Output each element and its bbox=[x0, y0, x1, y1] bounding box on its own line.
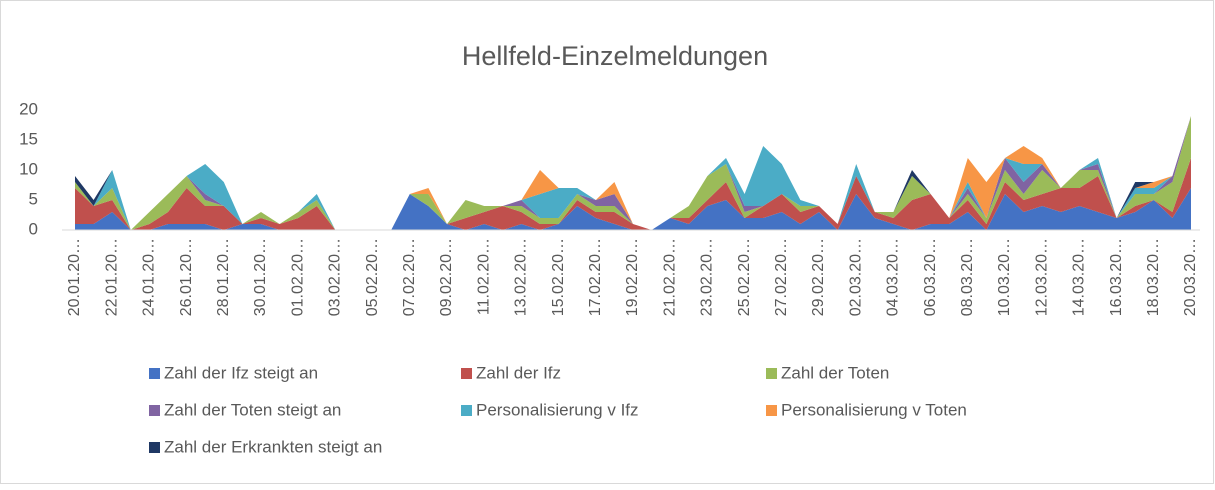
chart-title: Hellfeld-Einzelmeldungen bbox=[462, 41, 768, 71]
x-tick-label: 21.02.20… bbox=[661, 238, 678, 316]
x-tick-label: 20.03.20… bbox=[1182, 238, 1199, 316]
x-tick-label: 25.02.20… bbox=[736, 238, 753, 316]
x-tick-label: 10.03.20… bbox=[996, 238, 1013, 316]
x-tick-label: 19.02.20… bbox=[624, 238, 641, 316]
legend-swatch bbox=[149, 368, 160, 379]
x-tick-label: 26.01.20… bbox=[178, 238, 195, 316]
x-tick-label: 04.03.20… bbox=[885, 238, 902, 316]
legend-swatch bbox=[766, 368, 777, 379]
x-tick-label: 15.02.20… bbox=[550, 238, 567, 316]
x-tick-label: 29.02.20… bbox=[810, 238, 827, 316]
legend-swatch bbox=[461, 368, 472, 379]
x-tick-label: 17.02.20… bbox=[587, 238, 604, 316]
y-tick-label: 5 bbox=[29, 189, 38, 208]
x-tick-label: 18.03.20… bbox=[1145, 238, 1162, 316]
x-tick-label: 08.03.20… bbox=[959, 238, 976, 316]
legend-swatch bbox=[461, 405, 472, 416]
x-tick-label: 01.02.20… bbox=[289, 238, 306, 316]
x-tick-label: 20.01.20… bbox=[66, 238, 83, 316]
x-tick-label: 22.01.20… bbox=[103, 238, 120, 316]
legend-label: Personalisierung v Toten bbox=[781, 400, 967, 419]
x-tick-label: 13.02.20… bbox=[513, 238, 530, 316]
x-tick-label: 12.03.20… bbox=[1033, 238, 1050, 316]
x-tick-label: 23.02.20… bbox=[699, 238, 716, 316]
y-tick-label: 20 bbox=[19, 99, 38, 118]
y-tick-label: 10 bbox=[19, 159, 38, 178]
x-tick-label: 05.02.20… bbox=[364, 238, 381, 316]
area bbox=[75, 158, 1191, 230]
x-tick-label: 02.03.20… bbox=[847, 238, 864, 316]
legend-label: Zahl der Ifz steigt an bbox=[164, 363, 318, 382]
x-tick-label: 14.03.20… bbox=[1071, 238, 1088, 316]
x-tick-label: 16.03.20… bbox=[1108, 238, 1125, 316]
legend-swatch bbox=[766, 405, 777, 416]
legend-label: Zahl der Toten bbox=[781, 363, 889, 382]
x-tick-label: 07.02.20… bbox=[401, 238, 418, 316]
x-tick-label: 03.02.20… bbox=[327, 238, 344, 316]
legend-swatch bbox=[149, 405, 160, 416]
legend-swatch bbox=[149, 442, 160, 453]
area bbox=[75, 188, 1191, 230]
area bbox=[75, 116, 1191, 230]
x-tick-label: 06.03.20… bbox=[922, 238, 939, 316]
legend-label: Personalisierung v Ifz bbox=[476, 400, 639, 419]
x-tick-label: 11.02.20… bbox=[475, 238, 492, 315]
legend-label: Zahl der Ifz bbox=[476, 363, 561, 382]
x-tick-label: 09.02.20… bbox=[438, 238, 455, 316]
x-tick-label: 30.01.20… bbox=[252, 238, 269, 316]
legend-label: Zahl der Toten steigt an bbox=[164, 400, 341, 419]
y-tick-label: 0 bbox=[29, 219, 38, 238]
y-tick-label: 15 bbox=[19, 129, 38, 148]
x-tick-label: 28.01.20… bbox=[215, 238, 232, 316]
legend-label: Zahl der Erkrankten steigt an bbox=[164, 437, 382, 456]
x-tick-label: 24.01.20… bbox=[141, 238, 158, 316]
x-tick-label: 27.02.20… bbox=[773, 238, 790, 316]
